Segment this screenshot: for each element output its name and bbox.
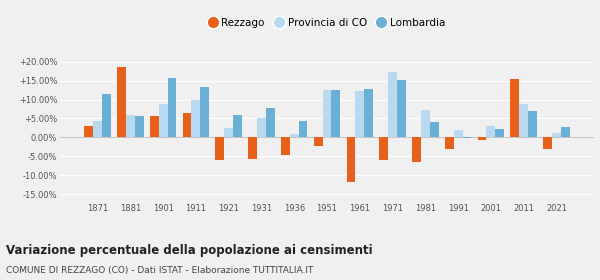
Bar bbox=[412, 137, 421, 162]
Bar bbox=[430, 122, 439, 137]
Bar bbox=[117, 67, 126, 137]
Bar bbox=[224, 128, 233, 137]
Bar bbox=[445, 137, 454, 150]
Bar bbox=[266, 108, 275, 137]
Bar bbox=[290, 134, 299, 137]
Bar bbox=[364, 89, 373, 137]
Bar bbox=[454, 130, 463, 137]
Bar bbox=[379, 137, 388, 160]
Bar bbox=[299, 121, 307, 137]
Bar bbox=[487, 126, 496, 137]
Bar bbox=[543, 137, 552, 149]
Bar bbox=[478, 137, 487, 140]
Bar bbox=[397, 80, 406, 137]
Bar bbox=[93, 122, 102, 137]
Bar bbox=[421, 110, 430, 137]
Bar bbox=[233, 115, 242, 137]
Bar bbox=[191, 100, 200, 137]
Bar bbox=[167, 78, 176, 137]
Bar bbox=[355, 91, 364, 137]
Bar bbox=[519, 104, 528, 137]
Bar bbox=[182, 113, 191, 137]
Bar bbox=[281, 137, 290, 155]
Bar bbox=[158, 104, 167, 137]
Bar bbox=[102, 94, 111, 137]
Bar bbox=[528, 111, 537, 137]
Bar bbox=[323, 90, 331, 137]
Bar bbox=[561, 127, 570, 137]
Bar bbox=[257, 118, 266, 137]
Bar bbox=[248, 137, 257, 159]
Bar bbox=[552, 133, 561, 137]
Bar bbox=[463, 137, 472, 138]
Bar bbox=[496, 129, 504, 137]
Bar bbox=[150, 116, 158, 137]
Bar bbox=[388, 72, 397, 137]
Bar bbox=[511, 79, 519, 137]
Bar bbox=[215, 137, 224, 160]
Text: COMUNE DI REZZAGO (CO) - Dati ISTAT - Elaborazione TUTTITALIA.IT: COMUNE DI REZZAGO (CO) - Dati ISTAT - El… bbox=[6, 266, 313, 275]
Bar bbox=[314, 137, 323, 146]
Text: Variazione percentuale della popolazione ai censimenti: Variazione percentuale della popolazione… bbox=[6, 244, 373, 256]
Bar bbox=[200, 87, 209, 137]
Bar bbox=[347, 137, 355, 182]
Legend: Rezzago, Provincia di CO, Lombardia: Rezzago, Provincia di CO, Lombardia bbox=[205, 13, 449, 32]
Bar bbox=[126, 115, 135, 137]
Bar bbox=[84, 126, 93, 137]
Bar bbox=[331, 90, 340, 137]
Bar bbox=[135, 116, 143, 137]
